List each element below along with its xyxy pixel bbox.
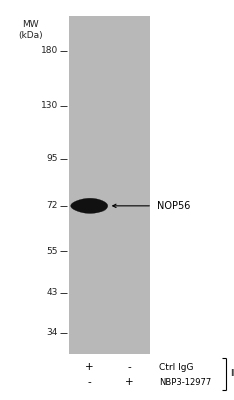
Text: 130: 130 — [40, 102, 58, 110]
Text: 95: 95 — [46, 154, 58, 164]
Text: NBP3-12977: NBP3-12977 — [159, 378, 211, 387]
Text: 43: 43 — [46, 288, 58, 298]
Text: NOP56: NOP56 — [157, 201, 190, 211]
Text: +: + — [125, 378, 134, 387]
Text: 34: 34 — [46, 328, 58, 337]
Ellipse shape — [88, 202, 107, 212]
Text: -: - — [87, 378, 91, 387]
Text: 72: 72 — [46, 201, 58, 210]
Text: -: - — [128, 362, 132, 372]
Text: 55: 55 — [46, 247, 58, 256]
Text: +: + — [85, 362, 94, 372]
PathPatch shape — [71, 198, 108, 214]
Text: MW
(kDa): MW (kDa) — [18, 20, 43, 40]
Text: Ctrl IgG: Ctrl IgG — [159, 363, 194, 372]
Text: 180: 180 — [40, 46, 58, 56]
Text: IP: IP — [230, 370, 234, 378]
FancyBboxPatch shape — [69, 16, 150, 354]
